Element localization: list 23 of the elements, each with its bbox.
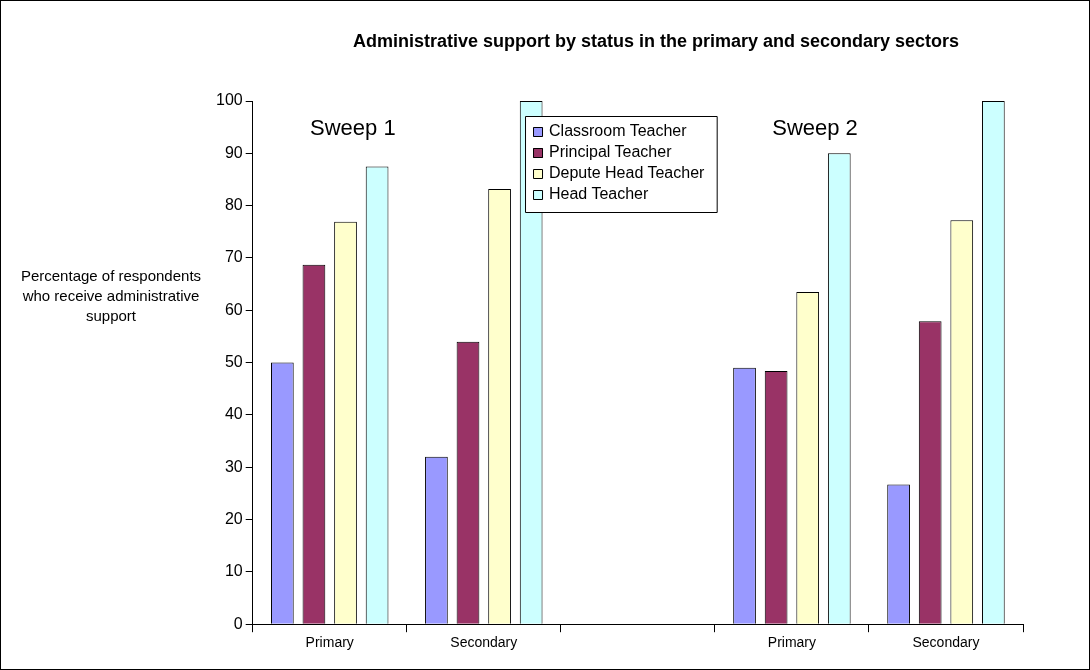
x-tick-label: Secondary xyxy=(912,634,980,651)
chart-title: Administrative support by status in the primary and secondary sectors xyxy=(351,31,961,52)
annotation: Sweep 2 xyxy=(772,115,858,141)
y-tick-label: 10 xyxy=(224,562,243,580)
y-tick-label: 60 xyxy=(224,300,243,318)
y-tick-label: 90 xyxy=(224,143,243,161)
x-tick-label: Primary xyxy=(305,634,354,651)
x-tick-label: Primary xyxy=(767,634,817,651)
annotation: Sweep 1 xyxy=(310,115,396,141)
y-tick-label: 40 xyxy=(224,405,243,423)
legend-label: Head Teacher xyxy=(549,185,650,203)
y-tick-label: 20 xyxy=(224,509,243,527)
y-tick-label: 0 xyxy=(233,614,243,632)
y-tick-label: 30 xyxy=(224,457,243,475)
y-tick-label: 50 xyxy=(224,353,243,371)
legend-label: Principal Teacher xyxy=(549,143,673,161)
y-axis-title: Percentage of respondents who receive administrative support xyxy=(19,266,203,326)
x-tick-label: Secondary xyxy=(450,634,518,651)
legend-label: Classroom Teacher xyxy=(549,122,688,140)
y-tick-label: 70 xyxy=(224,248,243,266)
y-tick-label: 80 xyxy=(224,196,243,214)
legend-label: Depute Head Teacher xyxy=(549,164,706,182)
y-tick-label: 100 xyxy=(215,91,243,109)
